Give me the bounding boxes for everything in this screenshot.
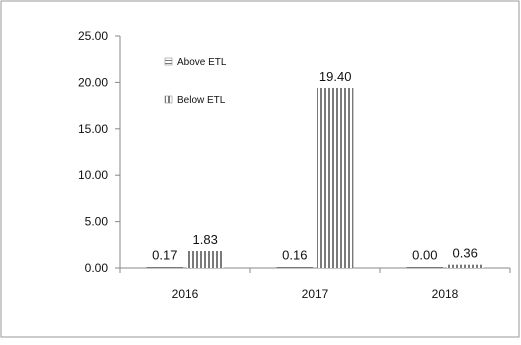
legend-swatch bbox=[164, 95, 173, 104]
bar-below-etl-2016 bbox=[187, 251, 224, 268]
y-tick-label: 0.00 bbox=[85, 261, 109, 275]
bar-above-etl-2016 bbox=[146, 266, 183, 268]
legend-swatch bbox=[164, 57, 173, 66]
bar-below-etl-2017 bbox=[317, 87, 354, 268]
y-tick-label: 5.00 bbox=[85, 215, 109, 229]
bar-below-etl-2018 bbox=[447, 264, 484, 268]
data-label: 0.16 bbox=[282, 248, 307, 263]
x-axis: 2016 2017 2018 bbox=[119, 267, 511, 301]
data-label: 0.36 bbox=[453, 246, 478, 261]
y-tick-label: 20.00 bbox=[78, 75, 108, 89]
legend-label: Above ETL bbox=[177, 57, 227, 68]
data-label: 19.40 bbox=[319, 69, 352, 84]
legend-label: Below ETL bbox=[177, 95, 226, 106]
y-tick-label: 25.00 bbox=[78, 29, 108, 43]
data-labels: 0.17 0.16 0.00 1.83 19.40 0.36 bbox=[152, 69, 478, 263]
data-label: 0.00 bbox=[412, 248, 437, 263]
data-label: 1.83 bbox=[193, 232, 218, 247]
legend: Above ETL Below ETL bbox=[164, 57, 227, 106]
y-tick-label: 10.00 bbox=[78, 168, 108, 182]
x-tick-label: 2017 bbox=[302, 287, 329, 301]
chart-border bbox=[0, 0, 520, 338]
bars bbox=[146, 87, 484, 268]
x-tick-label: 2016 bbox=[172, 287, 199, 301]
y-tick-label: 15.00 bbox=[78, 122, 108, 136]
bar-above-etl-2018 bbox=[406, 266, 443, 268]
data-label: 0.17 bbox=[152, 247, 177, 262]
bar-above-etl-2017 bbox=[276, 266, 313, 268]
y-axis: 0.00 5.00 10.00 15.00 20.00 25.00 bbox=[78, 29, 121, 275]
x-tick-label: 2018 bbox=[432, 287, 459, 301]
